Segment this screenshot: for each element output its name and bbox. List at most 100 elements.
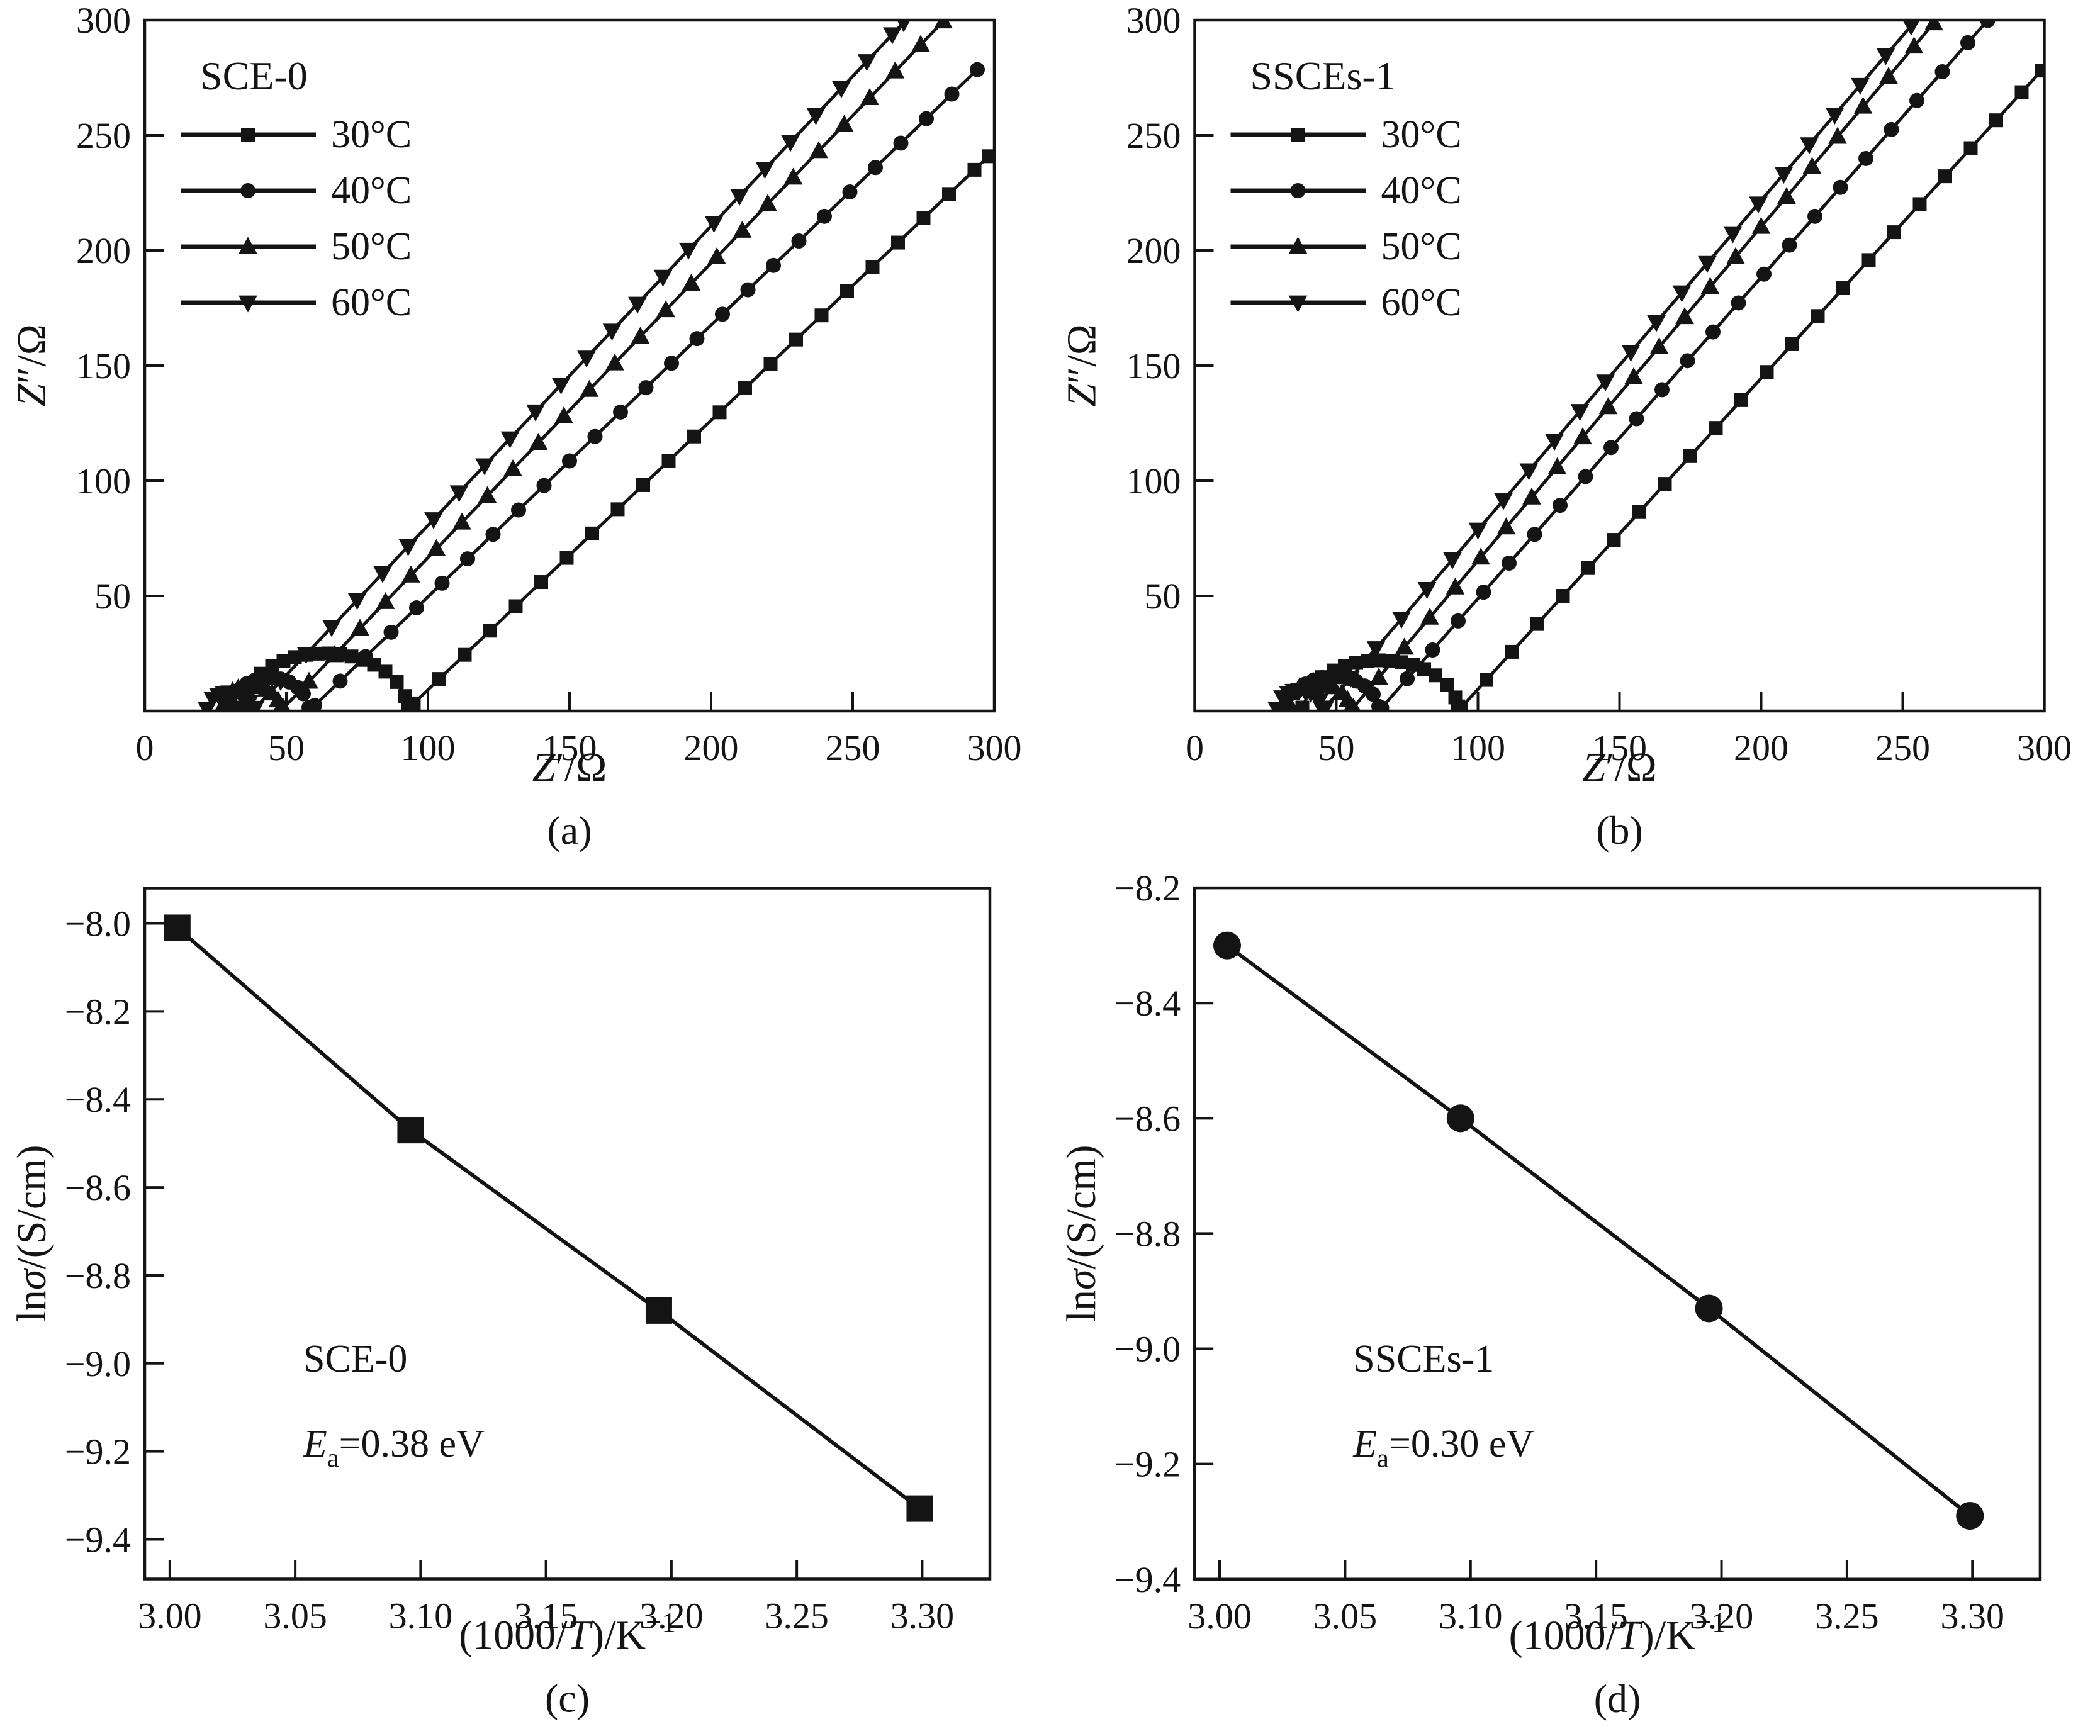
square-marker (276, 654, 291, 668)
y-tick-label: −8.0 (65, 903, 131, 944)
axis-ticks: 0 50 100 150 200 250 300 50 100 150 200 250 300 (1126, 0, 2072, 768)
y-tick-label: −8.2 (1115, 868, 1181, 909)
panel-caption: (c) (545, 1676, 590, 1721)
circle-marker (1680, 353, 1695, 369)
circle-marker (1884, 121, 1899, 137)
triangle-up-marker (1751, 216, 1771, 234)
circle-marker (1290, 183, 1306, 198)
panel-c: 3.00 3.05 3.10 3.15 3.20 3.25 3.30 −8.0 −8.2 −8.4… (0, 868, 1050, 1736)
circle-marker (434, 575, 450, 591)
square-marker (1581, 561, 1595, 575)
circle-marker (1603, 440, 1619, 456)
x-tick-label: 3.00 (1188, 1596, 1252, 1637)
annotation: SCE-0 Ea=0.38 eV (303, 1338, 485, 1473)
triangle-up-marker (1802, 157, 1822, 174)
x-tick-label: 3.30 (890, 1596, 955, 1637)
arrhenius-chart-ssces1: 3.00 3.05 3.10 3.15 3.20 3.25 3.30 −8.2 −8.4 −8.6… (1058, 868, 2042, 1721)
square-marker (661, 454, 676, 468)
triangle-up-marker (452, 512, 471, 530)
y-axis-label: Z″/Ω (9, 324, 55, 407)
circle-marker (1731, 295, 1746, 311)
circle-marker (1807, 208, 1822, 224)
legend-item-label: 40°C (1381, 169, 1462, 212)
plot-frame (1193, 886, 2042, 1581)
series-line (205, 21, 905, 711)
nyquist-chart-ssces1: 0 50 100 150 200 250 300 50 100 150 200 250 300 SSCEs… (1059, 0, 2072, 853)
square-marker (1338, 659, 1352, 673)
y-tick-label: 200 (76, 230, 131, 271)
square-marker (1395, 655, 1408, 669)
triangle-down-marker (1570, 404, 1590, 422)
series-line (1301, 69, 2043, 710)
series-line (220, 20, 945, 710)
square-marker (534, 575, 548, 590)
triangle-down-marker (755, 162, 775, 179)
triangle-down-marker (628, 296, 647, 314)
circle-marker (1705, 324, 1721, 340)
triangle-up-marker (1369, 668, 1388, 685)
square-marker (906, 1495, 933, 1522)
panel-caption: (d) (1594, 1676, 1641, 1721)
x-tick-label: 3.15 (1564, 1596, 1628, 1637)
x-axis-label: Z′/Ω (532, 744, 607, 790)
circle-marker (1629, 411, 1644, 427)
triangle-up-marker (1726, 247, 1745, 264)
circle-marker (1400, 671, 1415, 686)
square-marker (814, 308, 829, 323)
series-SCE-0 (164, 914, 933, 1522)
legend-title: SSCEs-1 (1250, 53, 1396, 98)
y-axis-label: Z″/Ω (1059, 324, 1105, 407)
triangle-up-marker (213, 698, 229, 712)
y-tick-label: 50 (1145, 576, 1181, 617)
triangle-up-marker (325, 645, 344, 663)
square-marker (1440, 678, 1454, 692)
legend-item-label: 40°C (331, 169, 412, 212)
y-tick-label: 250 (1126, 115, 1181, 156)
circle-marker (664, 356, 679, 371)
triangle-down-marker (832, 81, 851, 98)
circle-marker (689, 331, 705, 347)
axis-ticks: 3.00 3.05 3.10 3.15 3.20 3.25 3.30 −8.0 −8.2 −8.4… (65, 903, 954, 1637)
circle-marker (1956, 1502, 1984, 1530)
triangle-down-marker (526, 404, 545, 422)
triangle-up-marker (885, 61, 905, 79)
triangle-up-marker (834, 115, 854, 132)
x-tick-label: 3.05 (1313, 1596, 1378, 1637)
x-tick-label: 200 (684, 727, 739, 768)
circle-marker (766, 257, 781, 273)
triangle-down-marker (373, 566, 392, 583)
y-tick-label: −9.0 (1115, 1328, 1181, 1369)
square-marker (942, 187, 956, 201)
circle-marker (740, 282, 756, 298)
axis-ticks: 3.00 3.05 3.10 3.15 3.20 3.25 3.30 −8.2 −8.4 −8.6… (1115, 868, 2004, 1637)
triangle-down-marker (1902, 19, 1921, 36)
triangle-down-marker (245, 700, 265, 712)
square-marker (1938, 169, 1952, 184)
triangle-up-marker (1879, 67, 1898, 84)
square-marker (2035, 64, 2046, 78)
series-line (176, 926, 921, 1510)
triangle-up-marker (1395, 637, 1414, 655)
x-tick-label: 100 (401, 727, 456, 768)
y-tick-label: −9.0 (65, 1343, 131, 1384)
y-tick-label: 300 (1126, 0, 1181, 41)
y-tick-label: 150 (76, 345, 131, 386)
x-tick-label: 3.20 (639, 1596, 704, 1637)
x-tick-label: 3.30 (1941, 1596, 2005, 1637)
square-marker (840, 284, 854, 298)
y-tick-label: 100 (76, 461, 131, 501)
triangle-down-marker (1749, 196, 1768, 214)
triangle-up-marker (934, 19, 953, 29)
circle-marker (1934, 64, 1950, 79)
circle-marker (1476, 585, 1491, 600)
triangle-up-marker (401, 565, 420, 583)
triangle-down-marker (500, 431, 520, 449)
annotation-line: SSCEs-1 (1353, 1338, 1494, 1380)
square-marker (967, 162, 982, 177)
triangle-down-marker (1443, 552, 1462, 569)
square-marker (982, 149, 996, 164)
triangle-up-marker (1777, 187, 1796, 204)
triangle-down-marker (806, 108, 826, 125)
triangle-down-marker (704, 216, 724, 233)
square-marker (1912, 197, 1927, 211)
